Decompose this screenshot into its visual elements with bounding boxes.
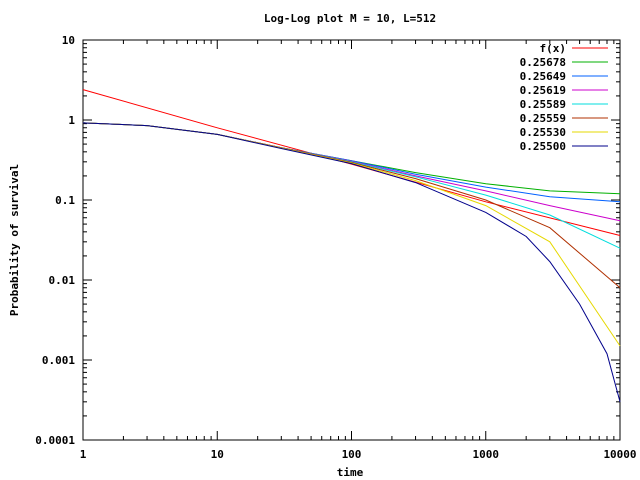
legend-label: 0.25619 <box>520 84 566 97</box>
y-tick-label: 0.1 <box>55 194 75 207</box>
y-tick-label: 0.0001 <box>35 434 75 447</box>
y-tick-label: 1 <box>68 114 75 127</box>
x-tick-label: 100 <box>342 448 362 461</box>
legend-label: 0.25500 <box>520 140 566 153</box>
x-axis-label: time <box>337 466 364 479</box>
x-tick-label: 1000 <box>473 448 500 461</box>
y-axis-label: Probability of survival <box>8 164 21 316</box>
series-line-0.25530 <box>82 122 621 347</box>
y-tick-label: 0.01 <box>49 274 76 287</box>
legend-label: 0.25678 <box>520 56 566 69</box>
legend-label: 0.25530 <box>520 126 566 139</box>
series-line-0.25500 <box>82 122 621 402</box>
legend-label: f(x) <box>540 42 567 55</box>
legend-label: 0.25649 <box>520 70 566 83</box>
y-tick-label: 10 <box>62 34 75 47</box>
y-tick-label: 0.001 <box>42 354 75 367</box>
x-tick-label: 10 <box>211 448 224 461</box>
legend-label: 0.25589 <box>520 98 566 111</box>
legend: f(x)0.256780.256490.256190.255890.255590… <box>520 42 608 153</box>
x-tick-label: 1 <box>80 448 87 461</box>
series-line-f(x) <box>82 89 621 236</box>
legend-label: 0.25559 <box>520 112 566 125</box>
x-tick-label: 10000 <box>603 448 636 461</box>
chart-title: Log-Log plot M = 10, L=512 <box>264 12 436 25</box>
